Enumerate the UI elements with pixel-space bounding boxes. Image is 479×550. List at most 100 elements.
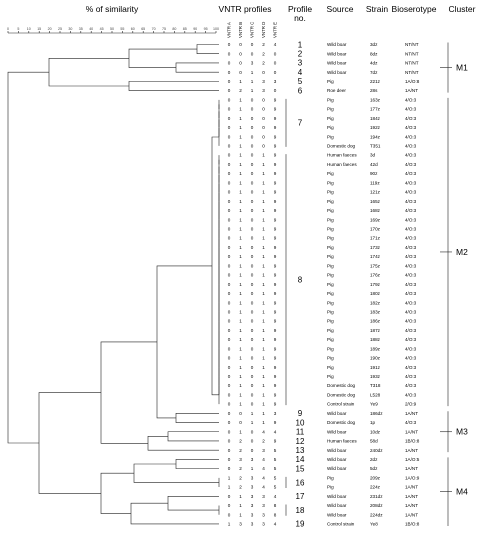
- vntr-value: 0: [251, 402, 254, 407]
- source-cell: Wild boar: [327, 457, 347, 462]
- strain-cell: 176z: [370, 273, 381, 278]
- table-row: 0 1 0 0 9 Pig 194z 4/O:3: [228, 134, 417, 139]
- vntr-value: 2: [262, 42, 265, 47]
- vntr-value: 5: [274, 485, 277, 490]
- vntr-value: 0: [228, 503, 231, 508]
- scale-tick-label: 5: [17, 27, 19, 31]
- profile-number: 4: [298, 68, 303, 77]
- vntr-value: 0: [228, 107, 231, 112]
- source-cell: Pig: [327, 346, 334, 351]
- source-cell: Domestic dog: [327, 144, 356, 149]
- vntr-value: 0: [228, 254, 231, 259]
- vntr-value: 0: [239, 411, 242, 416]
- profile-group: 12: [296, 437, 305, 446]
- table-row: 0 1 0 1 9 Pig 191z 4/O:3: [228, 365, 417, 370]
- strain-cell: 189z: [370, 346, 381, 351]
- profile-group: 19: [296, 520, 305, 529]
- table-row: 0 0 1 0 0 Wild boar 7dz NT/NT: [228, 70, 419, 75]
- strain-header: Strain: [366, 4, 388, 14]
- source-cell: Wild boar: [327, 466, 347, 471]
- vntr-value: 1: [239, 236, 242, 241]
- profile-group: 2: [298, 50, 303, 59]
- vntr-value: 2: [239, 466, 242, 471]
- vntr-locus-label: VNTR B: [238, 22, 243, 38]
- vntr-value: 0: [228, 356, 231, 361]
- table-row: 0 1 0 1 9 Pig 189z 4/O:3: [228, 346, 417, 351]
- vntr-value: 9: [274, 190, 277, 195]
- scale-tick-label: 75: [162, 27, 166, 31]
- table-row: 0 1 0 1 9 Pig 190z 4/O:3: [228, 356, 417, 361]
- vntr-value: 0: [228, 245, 231, 250]
- vntr-value: 0: [228, 282, 231, 287]
- source-cell: Pig: [327, 171, 334, 176]
- vntr-value: 0: [251, 116, 254, 121]
- vntr-value: 9: [274, 328, 277, 333]
- vntr-value: 0: [251, 374, 254, 379]
- strain-cell: 8dz: [370, 51, 378, 56]
- vntr-locus-label: VNTR C: [250, 22, 255, 38]
- table-row: 0 1 0 1 9 Pig 183z 4/O:3: [228, 309, 417, 314]
- strain-cell: Ye9: [370, 402, 378, 407]
- vntr-value: 0: [228, 51, 231, 56]
- source-cell: Human faeces: [327, 153, 357, 158]
- table-row: 0 1 0 1 9 Pig 176z 4/O:3: [228, 273, 417, 278]
- profile-number: 17: [296, 492, 305, 501]
- dendrogram-branch: [128, 48, 197, 68]
- profile-group: 13: [296, 446, 305, 455]
- strain-cell: 224z: [370, 485, 381, 490]
- vntr-value: 0: [228, 411, 231, 416]
- vntr-value: 0: [228, 392, 231, 397]
- profile-number: 16: [296, 478, 305, 487]
- vntr-value: 1: [239, 107, 242, 112]
- vntr-value: 0: [228, 61, 231, 66]
- source-cell: Pig: [327, 217, 334, 222]
- source-cell: Wild boar: [327, 429, 347, 434]
- bioserotype-header: Bioserotype: [392, 4, 437, 14]
- bioserotype-cell: 4/O:3: [405, 319, 417, 324]
- vntr-value: 9: [274, 153, 277, 158]
- profile-group: 5: [298, 77, 303, 86]
- profile-number: 8: [298, 275, 303, 284]
- vntr-value: 0: [251, 227, 254, 232]
- vntr-value: 0: [228, 457, 231, 462]
- bioserotype-cell: 1A/O:9: [405, 475, 420, 480]
- vntr-value: 1: [239, 190, 242, 195]
- vntr-value: 1: [262, 402, 265, 407]
- dendrogram-branch: [175, 412, 219, 423]
- source-cell: Human faeces: [327, 439, 357, 444]
- bioserotype-cell: 4/O:3: [405, 420, 417, 425]
- vntr-value: 0: [251, 448, 254, 453]
- vntr-value: 1: [239, 199, 242, 204]
- source-cell: Pig: [327, 273, 334, 278]
- source-cell: Wild boar: [327, 411, 347, 416]
- profile-number: 11: [296, 428, 305, 437]
- strain-cell: 184z: [370, 116, 381, 121]
- vntr-value: 1: [239, 227, 242, 232]
- bioserotype-cell: 1A/NT: [405, 466, 418, 471]
- source-cell: Human faeces: [327, 162, 357, 167]
- vntr-value: 0: [228, 402, 231, 407]
- profile-header-line: Profile: [288, 4, 312, 14]
- vntr-value: 0: [228, 383, 231, 388]
- vntr-value: 9: [274, 217, 277, 222]
- table-row: 0 1 0 1 9 Pig 171z 4/O:3: [228, 236, 417, 241]
- vntr-value: 0: [262, 116, 265, 121]
- bioserotype-cell: 4/O:3: [405, 300, 417, 305]
- vntr-value: 0: [228, 227, 231, 232]
- strain-cell: 188z: [370, 337, 381, 342]
- strain-cell: 90z: [370, 171, 378, 176]
- table-row: 0 1 0 1 9 Pig 169z 4/O:3: [228, 217, 417, 222]
- vntr-value: 0: [228, 328, 231, 333]
- bioserotype-cell: 1A/O:8: [405, 79, 420, 84]
- source-cell: Wild boar: [327, 503, 347, 508]
- table-row: 0 1 0 1 9 Pig 180z 4/O:3: [228, 291, 417, 296]
- table-row: 0 1 0 1 9 Pig 187z 4/O:3: [228, 328, 417, 333]
- vntr-value: 0: [251, 236, 254, 241]
- dendrogram-branch: [128, 81, 219, 91]
- vntr-value: 0: [228, 144, 231, 149]
- strain-cell: 170z: [370, 227, 381, 232]
- vntr-value: 1: [262, 199, 265, 204]
- vntr-value: 3: [262, 503, 265, 508]
- vntr-value: 9: [274, 144, 277, 149]
- vntr-locus-label: VNTR A: [227, 22, 232, 38]
